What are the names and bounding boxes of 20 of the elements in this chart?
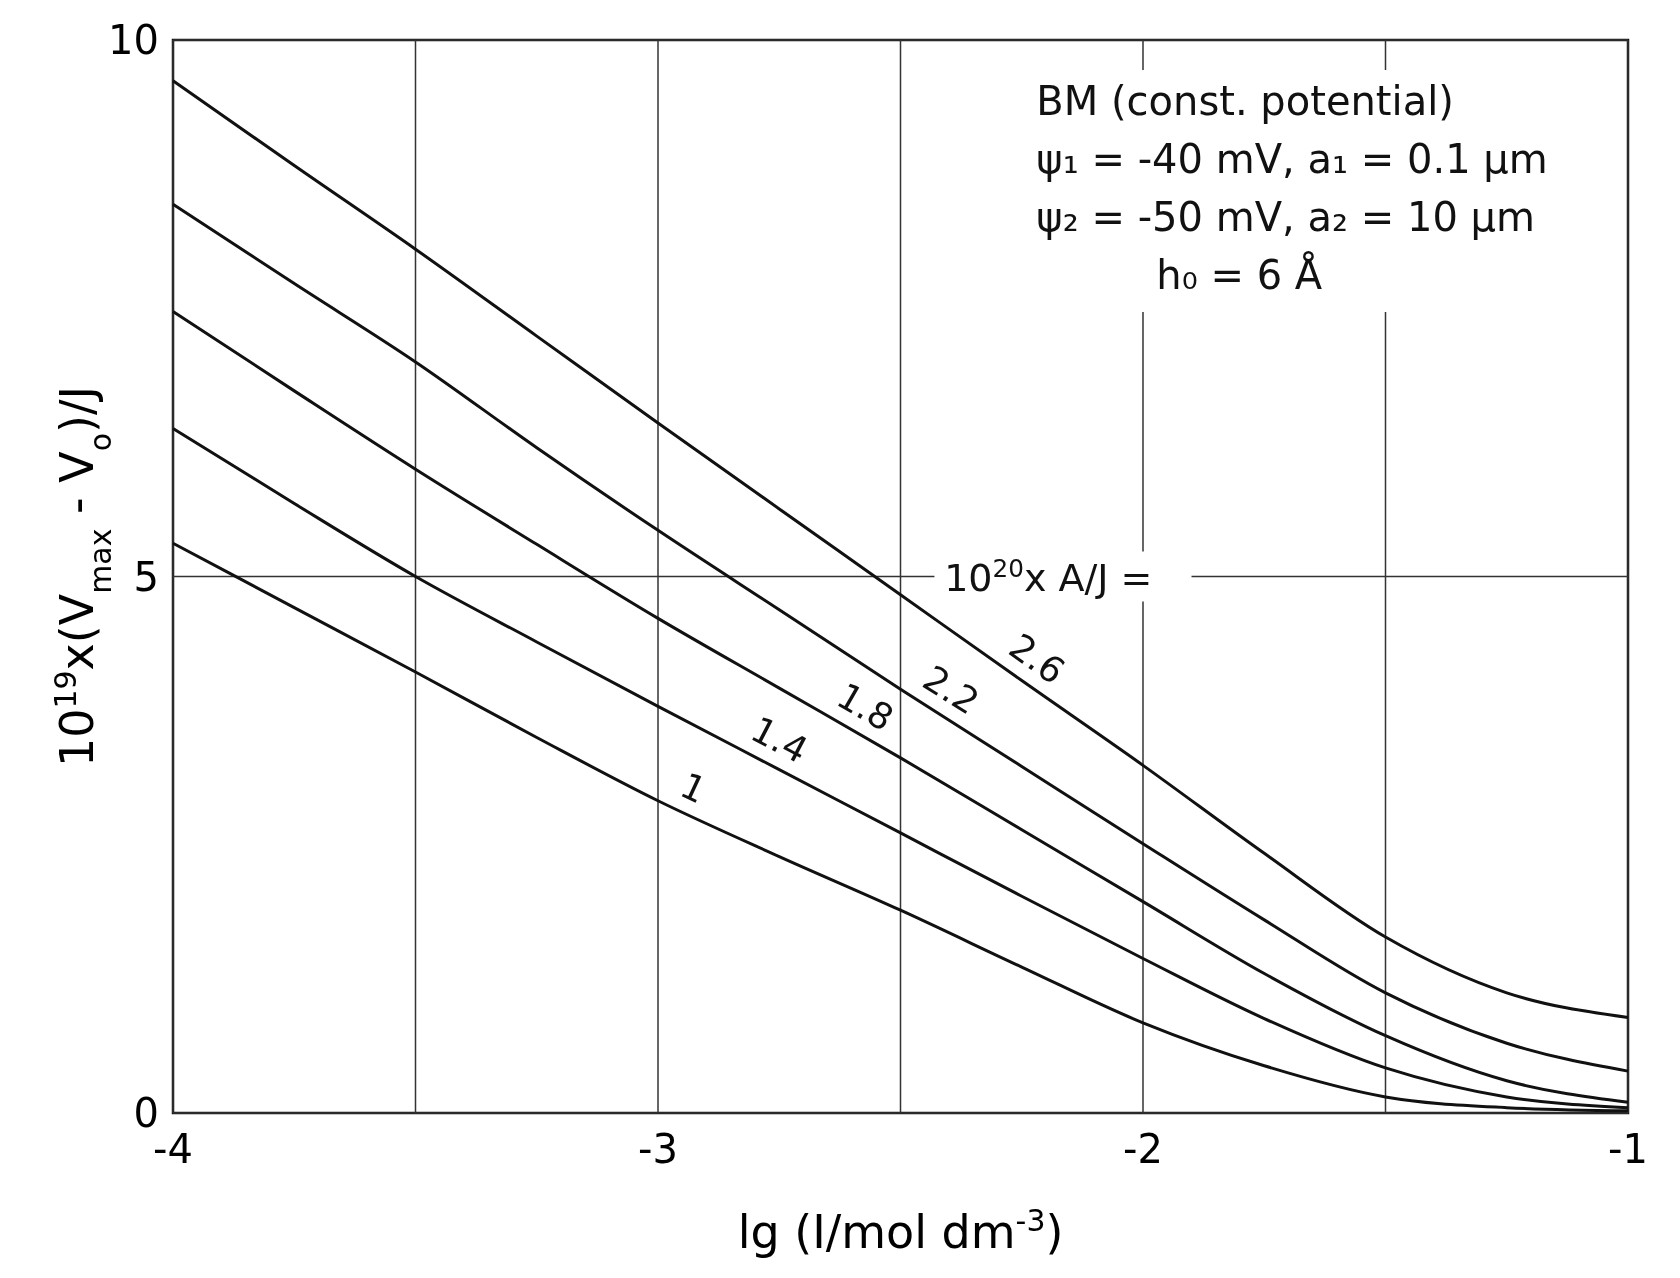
x-tick-label: -3	[638, 1126, 678, 1172]
text: 1.4	[744, 708, 815, 772]
x-tick-label: -1	[1608, 1126, 1648, 1172]
x-axis-title: lg (I/mol dm$^{-3}$)	[737, 1202, 1064, 1259]
line-series	[171, 309, 1630, 1104]
annotation: h₀ = 6 Å	[1156, 251, 1323, 298]
line-series	[171, 79, 1630, 1019]
line-series	[171, 202, 1630, 1073]
y-tick-label: 5	[133, 553, 159, 600]
x-tick-label: -2	[1123, 1126, 1163, 1172]
annotation: BM (const. potential)	[1036, 78, 1454, 124]
annotation: ψ₁ = -40 mV, a₁ = 0.1 μm	[1036, 136, 1548, 182]
text: 2.2	[915, 657, 987, 723]
text: 1.8	[830, 674, 901, 740]
line-series	[171, 426, 1630, 1110]
text: 2.6	[1001, 625, 1073, 693]
y-tick-label: 10	[108, 17, 159, 63]
legend-title: 10$^{20}$x A/J =	[944, 553, 1153, 600]
annotation: ψ₂ = -50 mV, a₂ = 10 μm	[1036, 194, 1535, 240]
text: 1	[674, 764, 713, 812]
